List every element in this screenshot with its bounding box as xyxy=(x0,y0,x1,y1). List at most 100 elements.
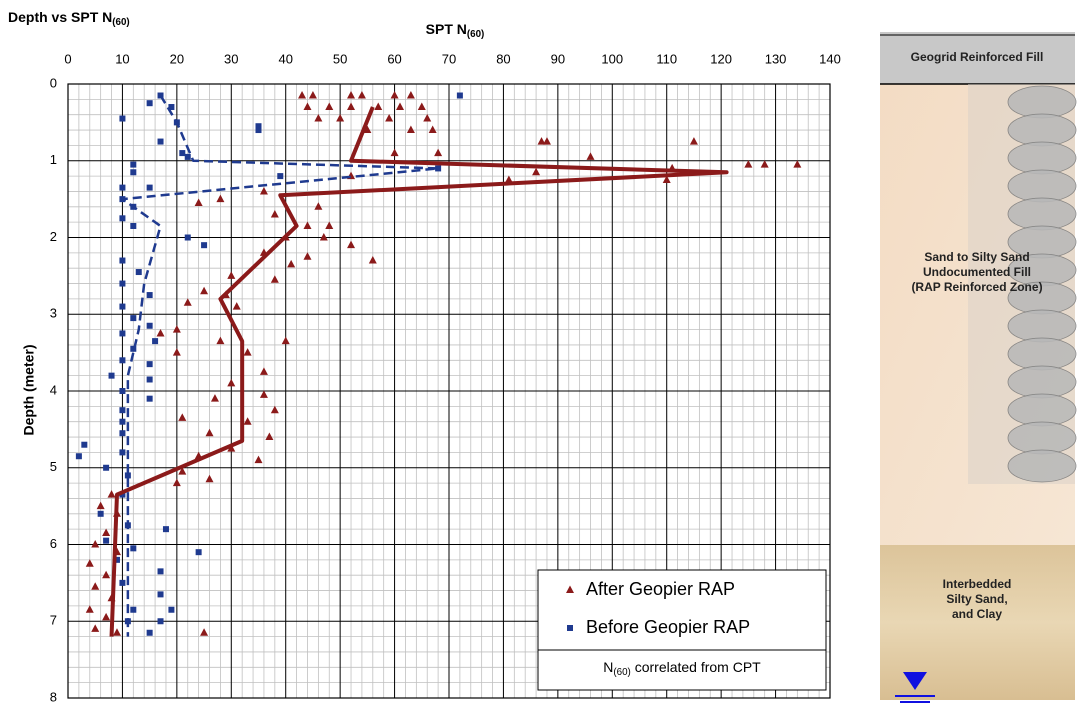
marker xyxy=(320,233,328,241)
marker xyxy=(233,302,241,310)
x-tick-label: 0 xyxy=(64,51,71,66)
legend-label: Before Geopier RAP xyxy=(586,617,750,637)
y-tick-label: 5 xyxy=(50,459,57,474)
marker xyxy=(173,325,181,333)
marker xyxy=(325,221,333,229)
marker xyxy=(227,379,235,387)
x-tick-label: 120 xyxy=(710,51,732,66)
marker xyxy=(271,406,279,414)
marker xyxy=(587,152,595,160)
marker xyxy=(91,624,99,632)
chart-title: Depth vs SPT N(60) xyxy=(8,9,130,28)
marker xyxy=(130,607,136,613)
column-segment xyxy=(1008,198,1076,230)
marker xyxy=(369,256,377,264)
marker xyxy=(303,221,311,229)
marker xyxy=(119,419,125,425)
column-segment xyxy=(1008,394,1076,426)
marker xyxy=(98,511,104,517)
marker xyxy=(113,628,121,636)
marker xyxy=(119,357,125,363)
marker xyxy=(206,475,214,483)
marker xyxy=(158,591,164,597)
column-segment xyxy=(1008,366,1076,398)
marker xyxy=(303,103,311,111)
marker xyxy=(178,413,186,421)
marker xyxy=(260,367,268,375)
marker xyxy=(108,490,116,498)
marker xyxy=(391,149,399,157)
y-tick-label: 6 xyxy=(50,536,57,551)
y-tick-label: 1 xyxy=(50,152,57,167)
marker xyxy=(271,210,279,218)
marker xyxy=(119,330,125,336)
marker xyxy=(418,103,426,111)
marker xyxy=(309,91,317,99)
marker xyxy=(158,139,164,145)
x-tick-label: 80 xyxy=(496,51,510,66)
marker xyxy=(429,126,437,134)
marker xyxy=(216,195,224,203)
marker xyxy=(216,337,224,345)
marker xyxy=(173,479,181,487)
marker xyxy=(179,150,185,156)
marker xyxy=(407,91,415,99)
marker xyxy=(125,472,131,478)
marker xyxy=(298,91,306,99)
chart-title-part: Depth vs SPT N xyxy=(8,9,112,25)
marker xyxy=(102,571,110,579)
marker xyxy=(407,126,415,134)
marker xyxy=(158,618,164,624)
marker xyxy=(690,137,698,145)
x-axis-title-part: SPT N xyxy=(426,21,467,37)
marker xyxy=(282,337,290,345)
marker xyxy=(147,292,153,298)
marker xyxy=(374,103,382,111)
marker xyxy=(168,607,174,613)
marker xyxy=(130,315,136,321)
soil-label: Interbedded xyxy=(943,577,1012,591)
marker xyxy=(130,545,136,551)
marker xyxy=(119,185,125,191)
legend-note-part: correlated from CPT xyxy=(631,659,761,675)
marker xyxy=(347,241,355,249)
legend-label: After Geopier RAP xyxy=(586,579,735,599)
marker xyxy=(158,568,164,574)
marker xyxy=(119,430,125,436)
column-segment xyxy=(1008,114,1076,146)
marker xyxy=(184,298,192,306)
marker xyxy=(119,449,125,455)
marker xyxy=(271,275,279,283)
marker xyxy=(200,628,208,636)
marker xyxy=(81,442,87,448)
marker xyxy=(260,187,268,195)
marker xyxy=(97,502,105,510)
x-tick-label: 60 xyxy=(387,51,401,66)
marker xyxy=(86,559,94,567)
marker xyxy=(347,103,355,111)
x-axis-title: SPT N(60) xyxy=(426,21,485,40)
marker xyxy=(147,100,153,106)
chart: Depth vs SPT N(60)SPT N(60)Depth (meter)… xyxy=(0,0,1078,713)
y-tick-label: 8 xyxy=(50,689,57,704)
x-tick-label: 100 xyxy=(601,51,623,66)
marker xyxy=(391,91,399,99)
y-tick-label: 0 xyxy=(50,75,57,90)
marker xyxy=(119,407,125,413)
marker xyxy=(303,252,311,260)
soil-label: Geogrid Reinforced Fill xyxy=(911,50,1044,64)
marker xyxy=(385,114,393,122)
marker xyxy=(119,258,125,264)
x-tick-label: 50 xyxy=(333,51,347,66)
marker xyxy=(396,103,404,111)
marker xyxy=(130,169,136,175)
marker xyxy=(196,549,202,555)
column-segment xyxy=(1008,170,1076,202)
marker xyxy=(256,127,262,133)
marker xyxy=(119,116,125,122)
soil-label: Silty Sand, xyxy=(946,592,1007,606)
marker xyxy=(86,605,94,613)
x-tick-label: 110 xyxy=(656,51,677,66)
marker xyxy=(119,281,125,287)
marker xyxy=(91,582,99,590)
